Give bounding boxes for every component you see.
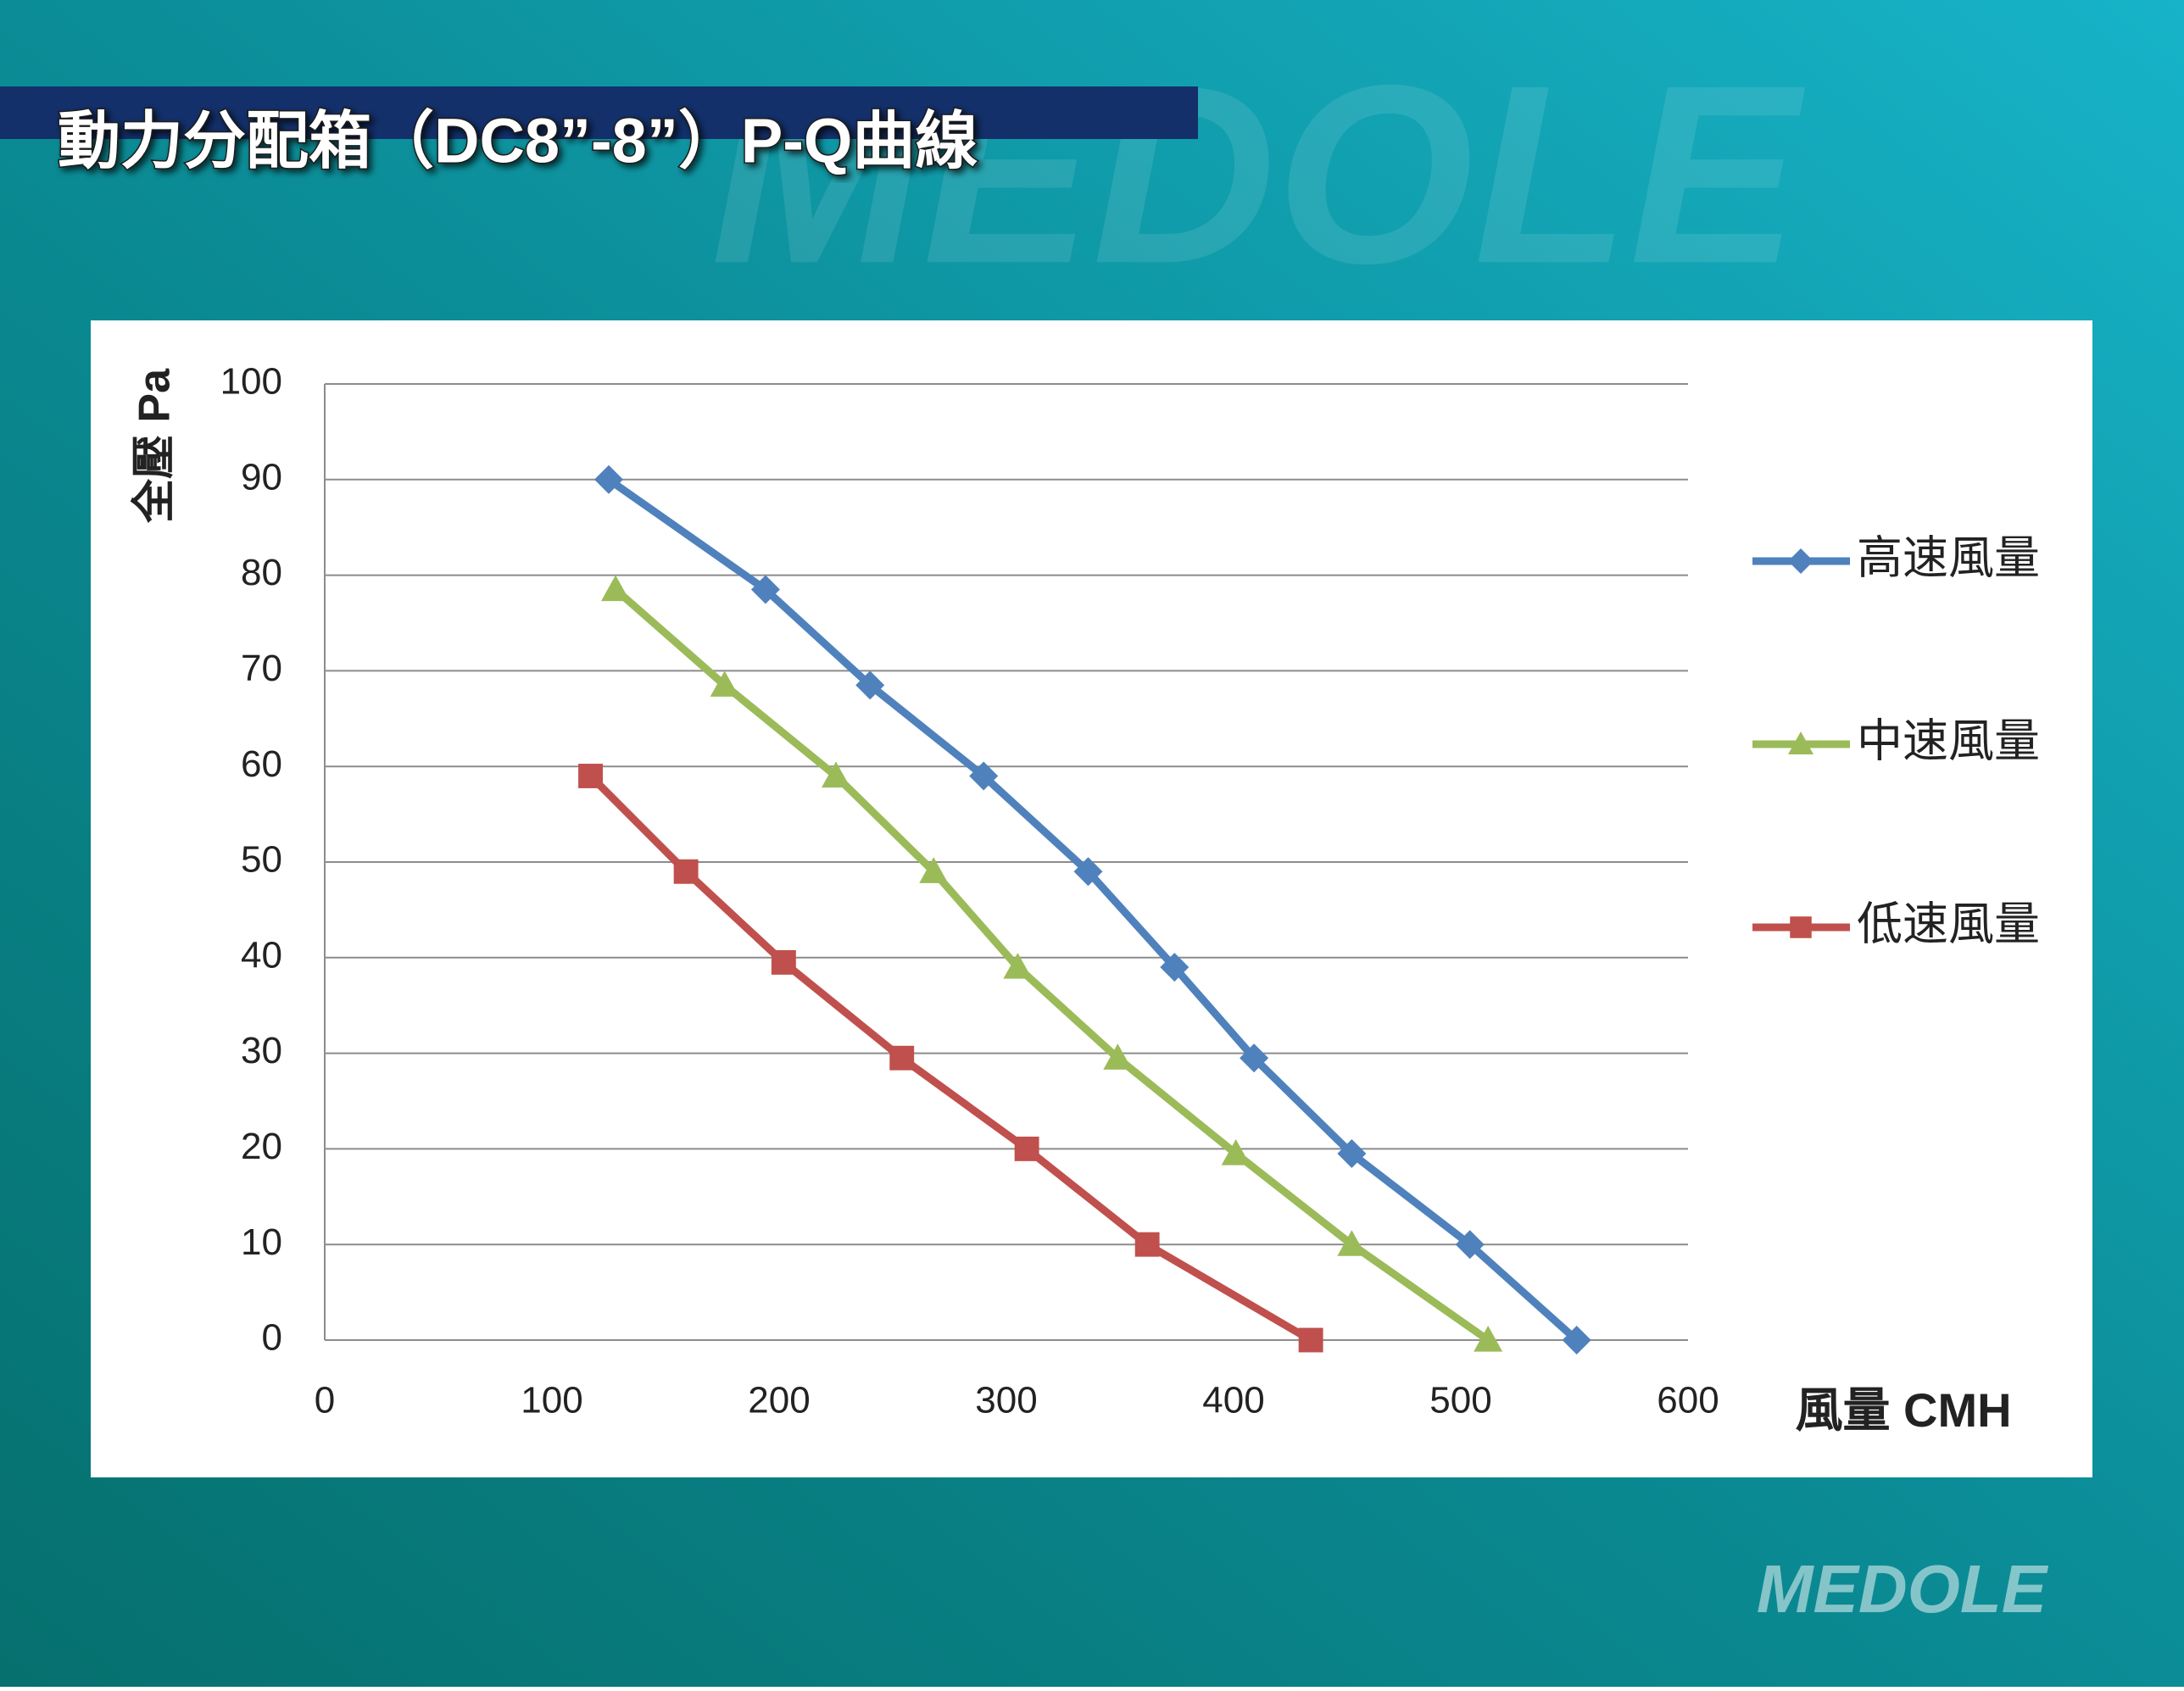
legend-label: 中速風量 bbox=[1857, 715, 2040, 766]
x-tick-label: 500 bbox=[1429, 1380, 1491, 1421]
series-line bbox=[606, 476, 1580, 1343]
data-point bbox=[855, 670, 885, 700]
y-tick-label: 40 bbox=[241, 934, 282, 976]
data-point bbox=[673, 859, 699, 884]
data-point bbox=[889, 1045, 915, 1071]
chart-title: 動力分配箱（DC8”-8”）P-Q曲線 bbox=[58, 106, 978, 176]
x-tick-label: 400 bbox=[1202, 1380, 1264, 1421]
y-tick-label: 60 bbox=[241, 743, 282, 785]
y-tick-label: 0 bbox=[262, 1317, 282, 1359]
data-point bbox=[1474, 1326, 1503, 1352]
y-tick-label: 90 bbox=[241, 456, 282, 498]
x-tick-label: 600 bbox=[1657, 1380, 1719, 1421]
data-point bbox=[1298, 1327, 1323, 1353]
plot: 0 10 20 30 40 50 60 70 80 90 100 0 100 200 300 400 500 60… bbox=[220, 361, 2040, 1421]
data-point bbox=[1134, 1232, 1160, 1257]
data-point bbox=[1160, 953, 1190, 982]
data-point bbox=[771, 949, 796, 975]
y-tick-label: 10 bbox=[241, 1221, 282, 1263]
x-axis-label: 風量 CMH bbox=[1795, 1383, 2011, 1437]
legend-label: 低速風量 bbox=[1857, 898, 2040, 949]
x-tick-label: 0 bbox=[315, 1380, 335, 1421]
watermark: MEDOLE bbox=[710, 31, 1808, 316]
legend-label: 高速風量 bbox=[1857, 532, 2040, 583]
data-point bbox=[1003, 953, 1033, 979]
logo: MEDOLE bbox=[1757, 1551, 2049, 1627]
data-point bbox=[1014, 1136, 1039, 1161]
data-point bbox=[1221, 1139, 1251, 1165]
data-point bbox=[578, 764, 604, 788]
data-point bbox=[1337, 1139, 1367, 1169]
title-banner bbox=[0, 86, 1198, 139]
data-point bbox=[969, 761, 999, 791]
y-tick-label: 100 bbox=[220, 361, 282, 403]
data-point bbox=[1455, 1230, 1485, 1260]
data-point bbox=[1073, 857, 1103, 887]
data-point bbox=[1240, 1043, 1269, 1073]
x-tick-label: 200 bbox=[748, 1380, 810, 1421]
data-point bbox=[710, 670, 739, 697]
data-point bbox=[594, 464, 623, 494]
data-point bbox=[1337, 1230, 1367, 1256]
legend-marker bbox=[1788, 731, 1814, 754]
y-tick-label: 30 bbox=[241, 1030, 282, 1071]
y-tick-label: 70 bbox=[241, 648, 282, 689]
plot-panel bbox=[91, 320, 2092, 1477]
x-tick-label: 300 bbox=[975, 1380, 1037, 1421]
y-tick-label: 20 bbox=[241, 1126, 282, 1167]
data-point bbox=[919, 857, 949, 883]
data-point bbox=[750, 575, 780, 604]
x-tick-label: 100 bbox=[521, 1380, 582, 1421]
y-axis-label: 全壓 Pa bbox=[130, 368, 180, 524]
legend-marker bbox=[1788, 548, 1814, 574]
legend-marker bbox=[1790, 916, 1812, 938]
y-tick-label: 50 bbox=[241, 839, 282, 881]
data-point bbox=[601, 575, 631, 602]
data-point bbox=[1103, 1043, 1133, 1070]
y-tick-label: 80 bbox=[241, 552, 282, 593]
data-point bbox=[1562, 1326, 1591, 1354]
data-point bbox=[822, 761, 850, 788]
